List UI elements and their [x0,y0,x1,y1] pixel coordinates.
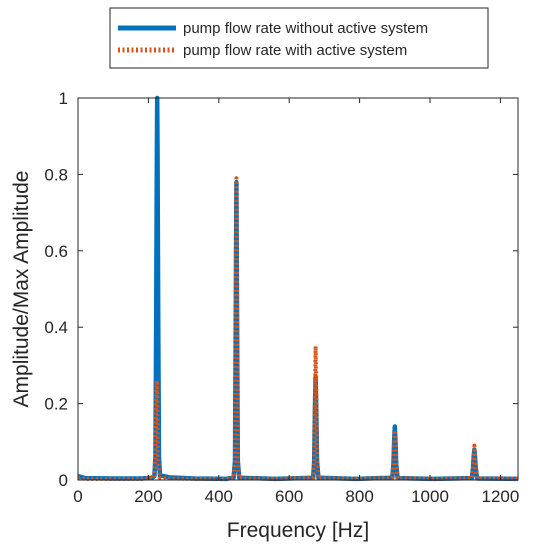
ticks-layer: 0 200 400 600 800 1000 1200 0 0.2 0.4 0.6 0.8 1 [44,89,519,506]
series-line-with-active-system [77,176,519,481]
series-layer [77,95,519,482]
legend-label-with-active-system: pump flow rate with active system [183,42,407,59]
plot-area [78,98,518,480]
y-tick-label: 0.4 [44,318,68,337]
legend: pump flow rate without active system pum… [109,7,489,69]
x-tick-label: 200 [134,487,162,506]
y-tick-label: 0.2 [44,395,68,414]
axes-frame [77,97,519,481]
x-tick-label: 1000 [411,487,449,506]
x-tick-label: 400 [205,487,233,506]
x-tick-label: 0 [73,487,82,506]
y-tick-label: 0 [59,471,68,490]
y-tick-label: 0.6 [44,242,68,261]
x-tick-label: 800 [345,487,373,506]
y-tick-label: 0.8 [44,165,68,184]
legend-label-without-active-system: pump flow rate without active system [183,20,428,37]
x-tick-label: 1200 [481,487,519,506]
y-tick-label: 1 [59,89,68,108]
legend-box [109,7,489,69]
x-tick-label: 600 [275,487,303,506]
x-axis-title: Frequency [Hz] [227,519,369,542]
y-axis-title: Amplitude/Max Amplitude [10,171,33,408]
